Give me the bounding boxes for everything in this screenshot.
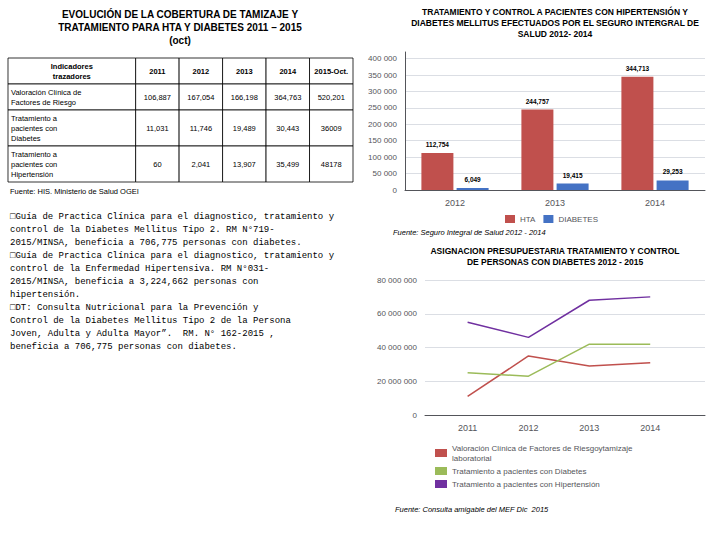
svg-text:pacientes con: pacientes con [11,124,57,133]
svg-text:TRATAMIENTO Y CONTROL A PACIEN: TRATAMIENTO Y CONTROL A PACIENTES CON HI… [422,6,688,17]
svg-text:Fuente: HIS. Ministerio de Sal: Fuente: HIS. Ministerio de Salud OGEI [10,187,139,196]
svg-text:300 000: 300 000 [368,87,397,96]
svg-text:DE PERSONAS CON DIABETES 2012: DE PERSONAS CON DIABETES 2012 - 2015 [467,257,643,267]
svg-text:Tratamiento a pacientes con Hi: Tratamiento a pacientes con Hipertensión [452,480,600,489]
svg-text:40 000 000: 40 000 000 [377,343,418,352]
svg-text:Fuente: Seguro Integral de Sal: Fuente: Seguro Integral de Salud 2012 - … [393,228,546,237]
svg-text:150 000: 150 000 [368,136,397,145]
svg-text:29,253: 29,253 [663,168,683,176]
svg-text:20 000 000: 20 000 000 [377,377,418,386]
svg-text:2014: 2014 [279,67,297,76]
svg-text:35,499: 35,499 [276,160,299,169]
svg-text:48178: 48178 [321,160,342,169]
svg-text:laboratorial: laboratorial [452,454,492,463]
svg-text:□DT: Consulta Nutricional para: □DT: Consulta Nutricional para la Preven… [10,303,259,313]
svg-text:Control de la Diabetes Mellitu: Control de la Diabetes Mellitus Tipo 2 d… [10,316,291,326]
svg-text:11,746: 11,746 [190,124,212,133]
svg-text:80 000 000: 80 000 000 [377,276,418,285]
svg-text:2015/MINSA, beneficia a 3,224,: 2015/MINSA, beneficia a 3,224,662 person… [10,277,258,287]
svg-text:364,763: 364,763 [274,93,301,102]
svg-text:2012: 2012 [193,67,210,76]
svg-text:2012: 2012 [445,198,465,208]
svg-text:30,443: 30,443 [276,124,299,133]
svg-text:2013: 2013 [579,423,599,433]
svg-text:200 000: 200 000 [368,120,397,129]
svg-text:2015-Oct.: 2015-Oct. [314,67,348,76]
svg-text:□Guía de Practica Clínica para: □Guía de Practica Clínica para el diagno… [10,212,335,222]
svg-text:DIABETES: DIABETES [558,215,598,224]
svg-text:2012: 2012 [518,423,538,433]
svg-text:0: 0 [393,186,398,195]
svg-text:19,415: 19,415 [563,172,583,180]
svg-text:Factores de Riesgo: Factores de Riesgo [11,98,76,107]
svg-text:hipertensión.: hipertensión. [10,290,80,300]
svg-text:13,907: 13,907 [233,160,256,169]
svg-text:2014: 2014 [640,423,660,433]
svg-text:6,049: 6,049 [464,176,481,184]
svg-text:167,054: 167,054 [187,93,214,102]
svg-text:250 000: 250 000 [368,103,397,112]
svg-text:Valoración Clínica de: Valoración Clínica de [11,88,81,97]
svg-text:beneficia a 706,775 personas c: beneficia a 706,775 personas con diabete… [10,342,237,352]
svg-text:19,489: 19,489 [233,124,256,133]
svg-text:112,754: 112,754 [426,141,450,149]
svg-text:Tratamiento a pacientes con Di: Tratamiento a pacientes con Diabetes [452,467,586,476]
svg-text:□Guía de Practica Clínica para: □Guía de Practica Clínica para el diagno… [10,251,335,261]
svg-text:pacientes con: pacientes con [11,160,57,169]
svg-text:106,887: 106,887 [144,93,171,102]
svg-text:Tratamiento a: Tratamiento a [11,114,58,123]
svg-text:36009: 36009 [321,124,342,133]
svg-text:2014: 2014 [645,198,665,208]
svg-text:trazadores: trazadores [53,72,91,81]
svg-text:2013: 2013 [236,67,253,76]
svg-text:0: 0 [413,411,418,420]
svg-text:control de la Diabetes Mellitu: control de la Diabetes Mellitus Tipo 2. … [10,225,275,235]
svg-text:Valoración Clínica de Factores: Valoración Clínica de Factores de Riesgo… [452,444,633,453]
svg-text:11,031: 11,031 [146,124,168,133]
svg-text:2011: 2011 [149,67,165,76]
svg-text:2,041: 2,041 [191,160,210,169]
svg-text:2013: 2013 [545,198,565,208]
svg-text:2011: 2011 [458,423,477,433]
svg-text:350 000: 350 000 [368,71,397,80]
svg-text:Diabetes: Diabetes [11,134,41,143]
svg-text:60 000 000: 60 000 000 [377,309,418,318]
svg-text:TRATAMIENTO PARA HTA Y DIABETE: TRATAMIENTO PARA HTA Y DIABETES 2011 – 2… [58,22,302,33]
svg-text:control de la Enfermedad Hiper: control de la Enfermedad Hipertensiva. R… [10,264,269,274]
svg-text:(oct): (oct) [169,35,191,46]
svg-text:166,198: 166,198 [231,93,258,102]
svg-text:DIABETES MELLITUS EFECTUADOS P: DIABETES MELLITUS EFECTUADOS POR EL SEGU… [411,18,699,28]
svg-text:Hipertensión: Hipertensión [11,170,53,179]
svg-text:344,713: 344,713 [626,65,650,73]
svg-text:Joven, Adulta y Adulta Mayor”.: Joven, Adulta y Adulta Mayor”. RM. N° 16… [10,329,275,339]
svg-text:50 000: 50 000 [373,169,398,178]
svg-text:400 000: 400 000 [368,54,397,63]
svg-text:ASIGNACION PRESUPUESTARIA TRAT: ASIGNACION PRESUPUESTARIA TRATAMIENTO Y … [430,246,679,256]
svg-text:EVOLUCIÓN DE LA COBERTURA DE T: EVOLUCIÓN DE LA COBERTURA DE TAMIZAJE Y [62,8,298,20]
svg-text:SALUD 2012- 2014: SALUD 2012- 2014 [518,29,593,39]
svg-text:520,201: 520,201 [318,93,345,102]
svg-text:HTA: HTA [520,215,536,224]
svg-text:Fuente: Consulta amigable del: Fuente: Consulta amigable del MEF Dic 20… [395,505,549,514]
svg-text:244,757: 244,757 [526,98,550,106]
svg-text:2015/MINSA, beneficia a 706,77: 2015/MINSA, beneficia a 706,775 personas… [10,238,302,248]
svg-text:60: 60 [153,160,161,169]
svg-text:Tratamiento a: Tratamiento a [11,150,58,159]
svg-text:Indicadores: Indicadores [51,62,93,71]
svg-text:100 000: 100 000 [368,153,397,162]
